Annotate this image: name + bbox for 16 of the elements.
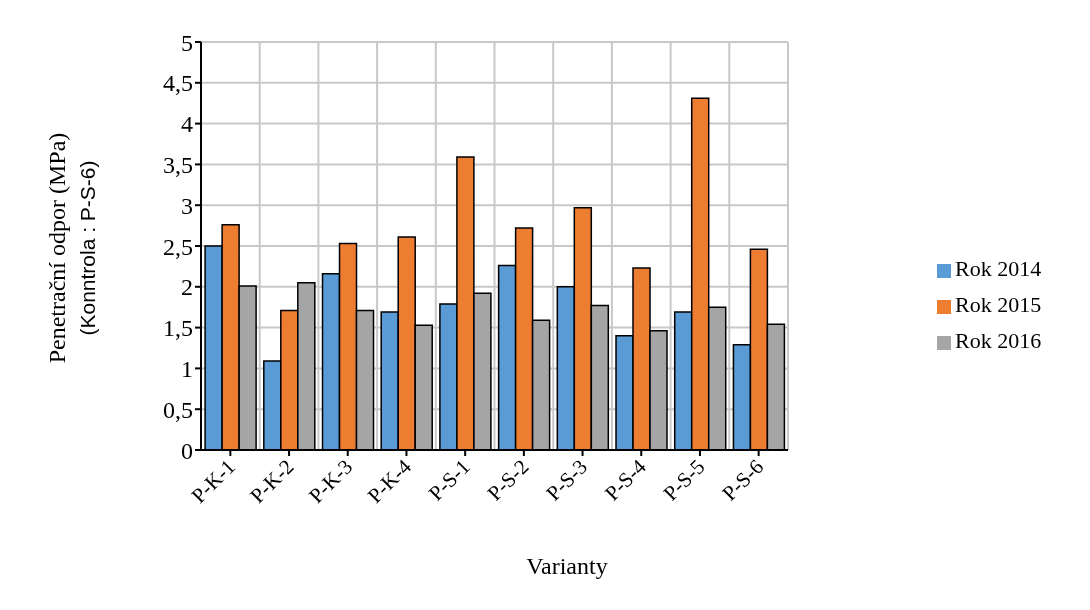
y-tick-label: 2 [181, 274, 193, 301]
y-tick-label: 5 [181, 29, 193, 56]
y-tick-label: 4 [181, 111, 193, 138]
legend-label: Rok 2016 [955, 328, 1042, 353]
x-axis-title: Varianty [525, 553, 609, 580]
y-tick-label: 0,5 [163, 396, 193, 423]
y-tick-label: 2,5 [163, 233, 193, 260]
y-tick-label: 1 [181, 355, 193, 382]
y-tick-label: 1,5 [163, 315, 193, 342]
y-tick-label: 3,5 [163, 151, 193, 178]
legend-label: Rok 2014 [955, 256, 1042, 281]
legend-label: Rok 2015 [955, 292, 1042, 317]
y-tick-label: 0 [181, 437, 193, 464]
y-axis-title: Penetrační odpor (MPa) (Konntrola : P-S-6) [44, 132, 99, 364]
y-tick-label: 4,5 [163, 70, 193, 97]
y-tick-label: 3 [181, 192, 193, 219]
